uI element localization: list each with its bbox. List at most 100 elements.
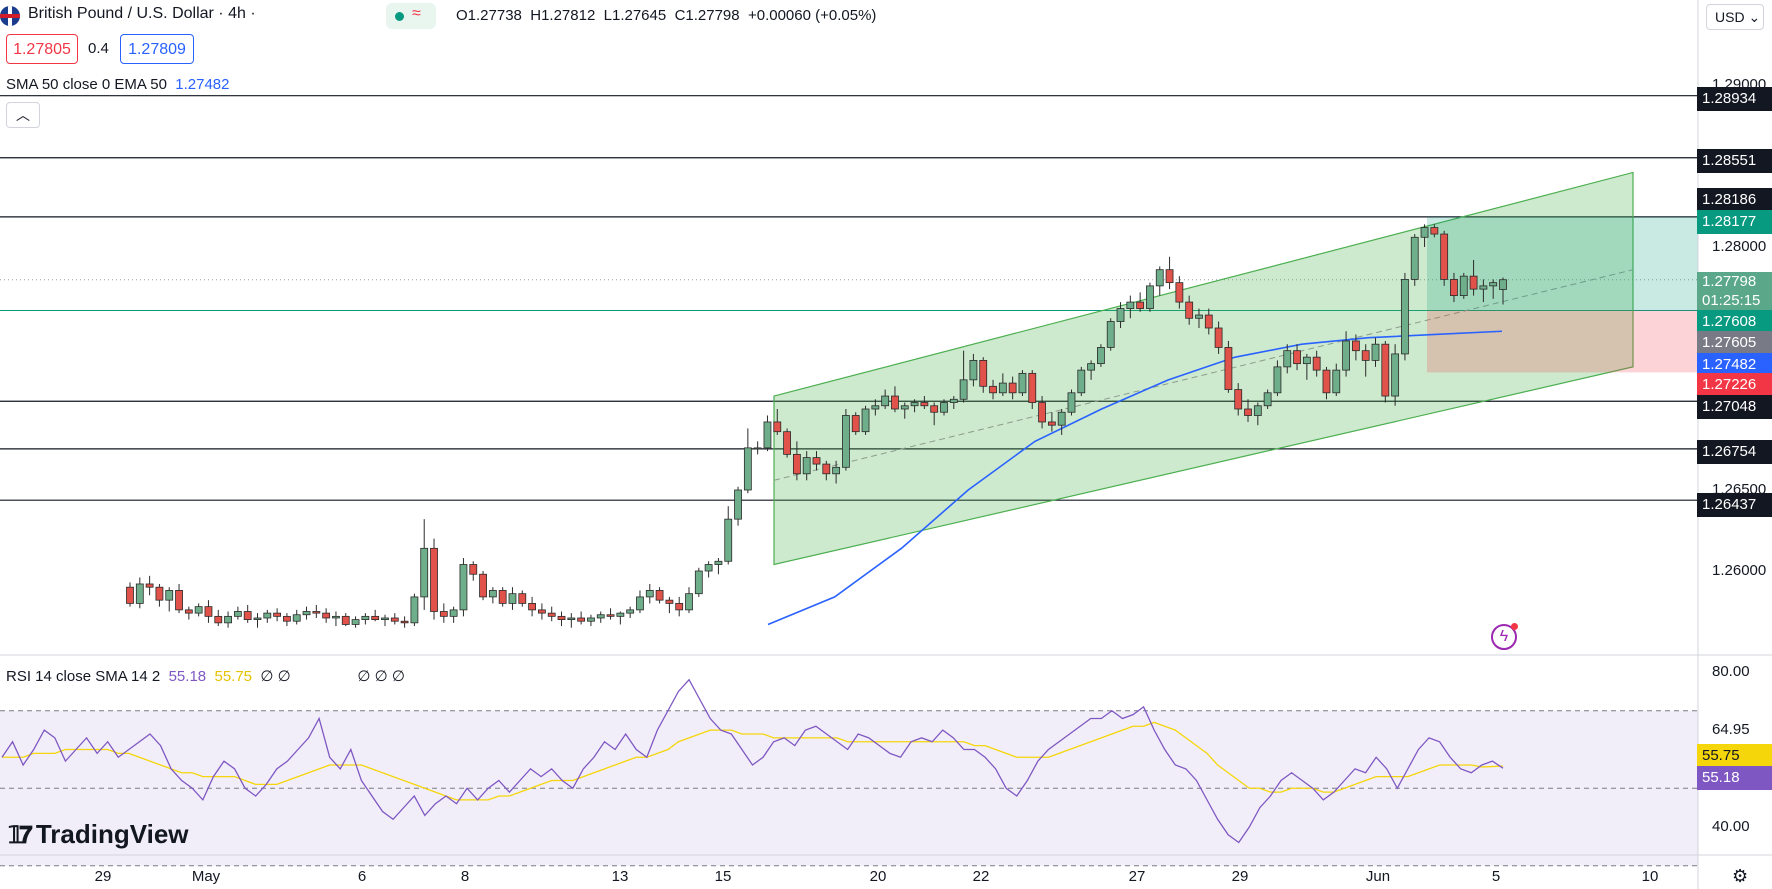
candle-body xyxy=(361,615,370,620)
rsi-value-label: 55.18 xyxy=(1697,766,1772,791)
time-tick: 6 xyxy=(357,868,367,885)
candle-body xyxy=(704,564,713,572)
candle-body xyxy=(979,359,988,387)
candle-body xyxy=(1293,350,1301,365)
rsi-legend[interactable]: RSI 14 close SMA 14 2 55.18 55.75 ∅ ∅ ∅ … xyxy=(6,667,405,685)
time-tick: 8 xyxy=(460,868,470,885)
candle-body xyxy=(900,405,909,410)
sell-price-button[interactable]: 1.27805 xyxy=(6,34,78,64)
candle-body xyxy=(547,612,556,617)
price-label-level: 1.28186 xyxy=(1697,188,1772,212)
candle-body xyxy=(616,612,625,617)
rsi-background xyxy=(0,710,1698,867)
candle-body xyxy=(322,612,331,619)
candle-body xyxy=(390,617,399,622)
candle-body xyxy=(1342,340,1350,371)
candle-body xyxy=(1263,392,1272,407)
candle-body xyxy=(773,421,782,433)
candle-body xyxy=(577,617,586,622)
candle-body xyxy=(1214,327,1223,348)
target-zone xyxy=(1427,216,1698,311)
candle-body xyxy=(1057,411,1066,426)
candle-body xyxy=(1087,363,1095,371)
time-tick: 10 xyxy=(1641,868,1659,885)
candle-body xyxy=(1018,372,1027,394)
lightning-alert-icon[interactable]: ϟ xyxy=(1491,623,1518,650)
rsi-lines xyxy=(1,678,1504,844)
market-status[interactable]: ≈ xyxy=(386,3,436,29)
candle-body xyxy=(1047,421,1056,426)
candle-body xyxy=(1381,343,1390,397)
price-label-text: 1.26754 xyxy=(1702,443,1757,460)
logo-text: TradingView xyxy=(35,819,189,849)
market-open-dot-icon xyxy=(395,12,404,21)
candle-body xyxy=(381,617,389,620)
candle-body xyxy=(1244,408,1252,416)
candle-body xyxy=(1420,227,1429,238)
candle-body xyxy=(1489,282,1498,287)
candle-body xyxy=(881,395,890,407)
price-label-gray: 1.27605 xyxy=(1697,331,1772,355)
candle-body xyxy=(920,402,929,407)
candle-body xyxy=(1155,269,1164,287)
time-tick: 5 xyxy=(1491,868,1501,885)
candle-body xyxy=(145,583,154,588)
candle-body xyxy=(851,415,860,433)
rsi-label: RSI 14 close SMA 14 2 xyxy=(6,668,161,685)
candle-body xyxy=(1430,227,1439,235)
candle-body xyxy=(714,560,723,565)
time-tick: 27 xyxy=(1128,868,1146,885)
candle-body xyxy=(567,617,576,620)
candle-body xyxy=(1126,301,1135,309)
candle-body xyxy=(1391,353,1400,397)
price-label-text: 1.27482 xyxy=(1702,356,1757,373)
currency-selector[interactable]: USD ⌄ xyxy=(1706,4,1764,30)
candle-body xyxy=(1028,372,1037,403)
candle-body xyxy=(351,619,360,625)
candle-body xyxy=(439,611,448,617)
candle-body xyxy=(1371,343,1380,361)
price-label-text: 1.27048 xyxy=(1702,398,1757,415)
candle-body xyxy=(557,615,566,620)
candle-body xyxy=(1175,282,1184,303)
candle-body xyxy=(891,395,899,410)
candle-body xyxy=(832,466,841,475)
candle-body xyxy=(214,615,223,624)
buy-price-button[interactable]: 1.27809 xyxy=(120,34,194,64)
candle-body xyxy=(753,447,762,450)
price-label-text: 1.28551 xyxy=(1702,152,1757,169)
sma-50-line xyxy=(767,330,1503,626)
candle-body xyxy=(665,599,674,604)
candle-body xyxy=(420,547,429,598)
candle-body xyxy=(802,457,811,475)
candle-body xyxy=(822,463,831,475)
candle-body xyxy=(940,402,948,413)
candle-body xyxy=(636,596,644,611)
candle-body xyxy=(969,359,978,381)
time-tick: 15 xyxy=(714,868,732,885)
candle-body xyxy=(596,614,605,619)
candle-body xyxy=(263,612,272,619)
candle-body xyxy=(1322,369,1331,394)
candle-body xyxy=(1067,392,1076,413)
collapse-legend-button[interactable]: ︿ xyxy=(6,102,40,128)
ohlc-close: C1.27798 xyxy=(674,7,740,24)
candle-body xyxy=(135,583,144,604)
candle-body xyxy=(292,614,301,622)
indicator-legend[interactable]: SMA 50 close 0 EMA 50 1.27482 xyxy=(6,76,230,93)
candle-body xyxy=(410,596,419,624)
candle-body xyxy=(1410,236,1419,280)
candle-body xyxy=(694,570,703,595)
candle-body xyxy=(1469,275,1478,290)
settings-gear-icon[interactable]: ⚙ xyxy=(1732,866,1749,886)
ohlc-high: H1.27812 xyxy=(530,7,596,24)
time-tick: 29 xyxy=(1231,868,1249,885)
symbol-title[interactable]: British Pound / U.S. Dollar · 4h · xyxy=(28,5,256,22)
candle-body xyxy=(1499,279,1507,290)
candle-body xyxy=(1185,301,1194,319)
price-label-level: 1.28934 xyxy=(1697,87,1772,111)
candle-body xyxy=(1038,402,1046,423)
candle-body xyxy=(371,615,380,620)
ohlc-open: O1.27738 xyxy=(456,7,522,24)
